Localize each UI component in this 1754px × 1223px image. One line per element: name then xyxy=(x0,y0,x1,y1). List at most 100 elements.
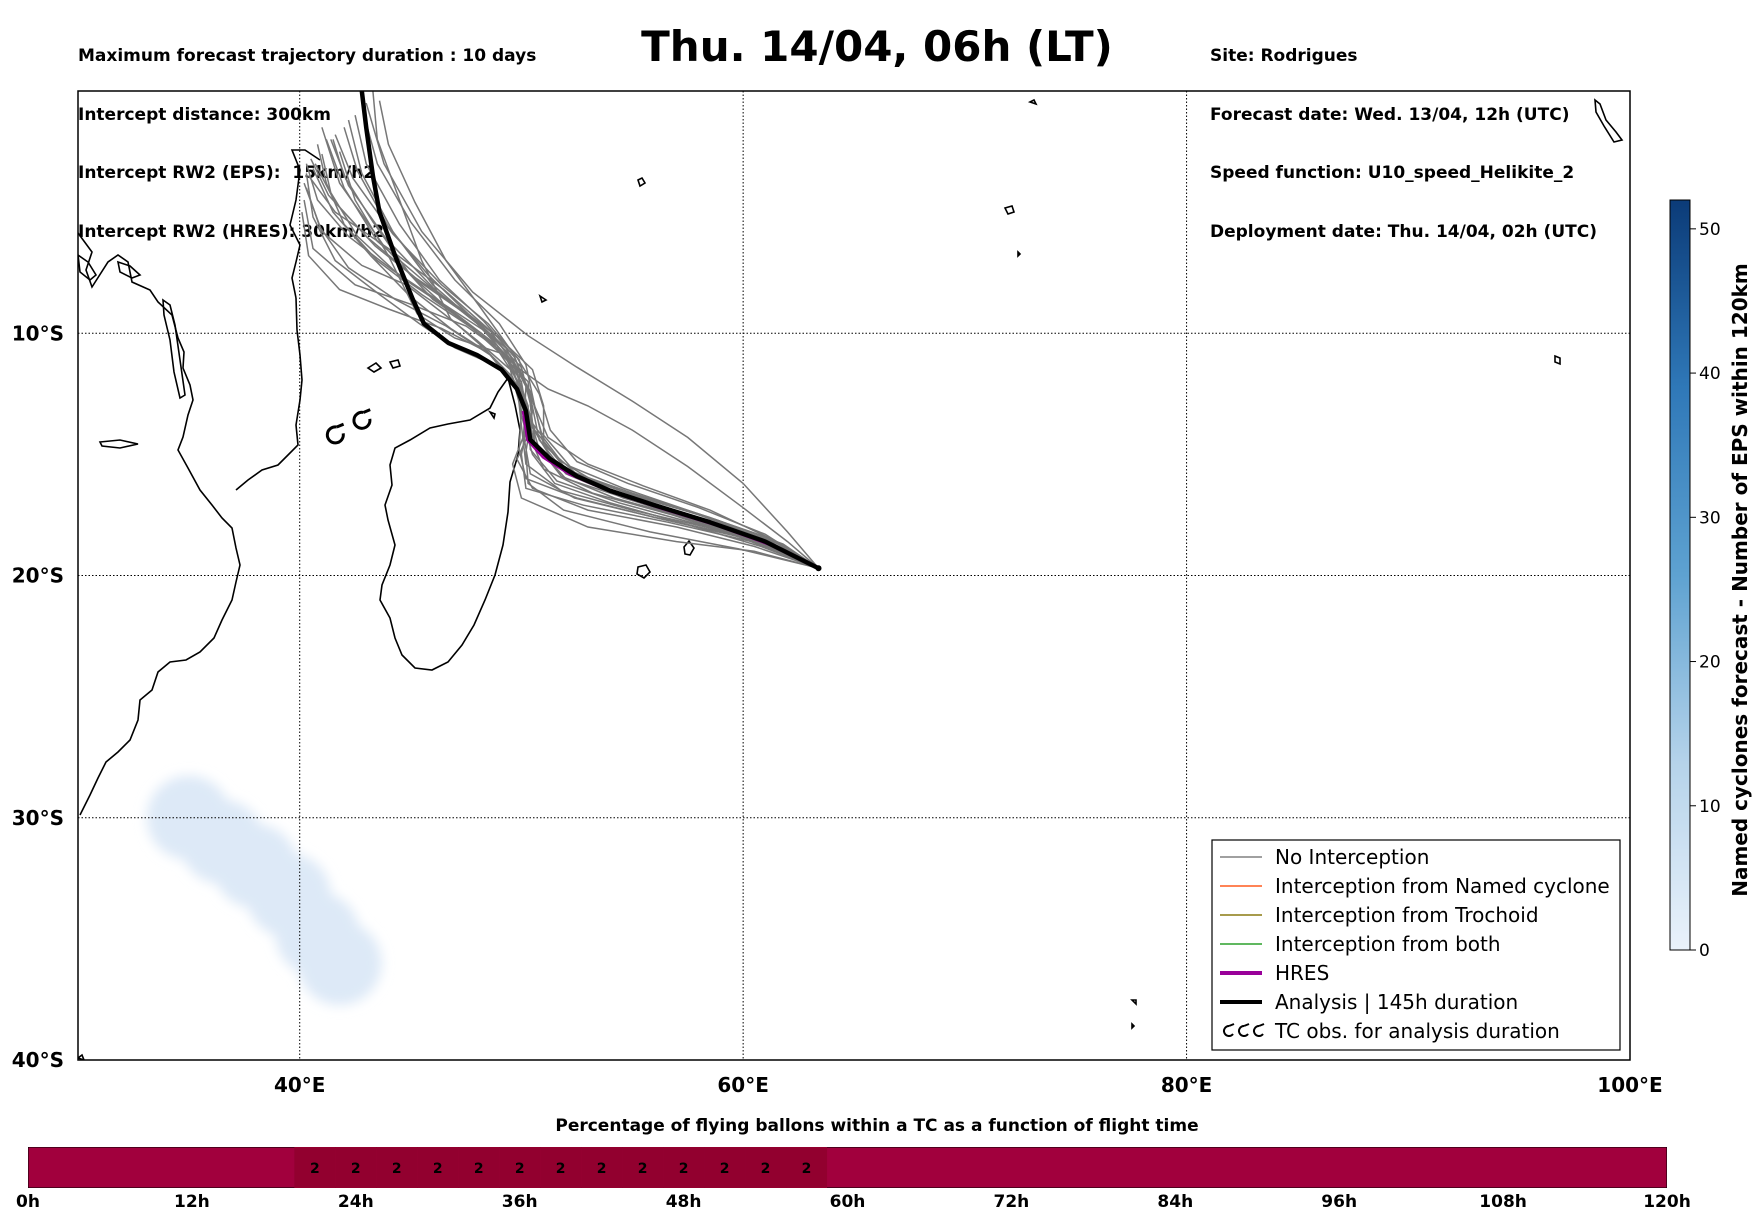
flight-bar-title: Percentage of flying ballons within a TC… xyxy=(555,1116,1199,1136)
legend-label: No Interception xyxy=(1275,845,1429,869)
legend-label: Interception from Named cyclone xyxy=(1275,874,1610,898)
flight-bar-tick-label: 96h xyxy=(1321,1192,1358,1212)
flight-bar-value: 2 xyxy=(351,1161,361,1177)
coast-lake-3 xyxy=(116,260,142,279)
flight-bar-cell xyxy=(458,1147,500,1188)
coastlines xyxy=(78,98,1624,1060)
legend-label: Analysis | 145h duration xyxy=(1275,990,1518,1014)
tc-observations xyxy=(325,408,372,445)
flight-bar-cell xyxy=(376,1147,418,1188)
header-right-line: Deployment date: Thu. 14/04, 02h (UTC) xyxy=(1210,221,1597,242)
legend-label: TC obs. for analysis duration xyxy=(1274,1019,1560,1043)
colorbar-title: Named cyclones forecast - Number of EPS … xyxy=(1728,263,1752,897)
legend-label: HRES xyxy=(1275,961,1329,985)
flight-bar-background xyxy=(28,1147,1667,1188)
coast-east-africa-upper xyxy=(289,149,321,299)
header-right-info: Site: Rodrigues Forecast date: Wed. 13/0… xyxy=(1210,8,1597,262)
colorbar-tick-label: 0 xyxy=(1699,941,1710,961)
lat-tick-label: 40°S xyxy=(12,1048,64,1072)
flight-bar-tick-label: 24h xyxy=(337,1192,374,1212)
colorbar-tick-label: 20 xyxy=(1699,653,1721,673)
lon-tick-label: 100°E xyxy=(1597,1073,1662,1097)
flight-bar-value: 2 xyxy=(474,1161,484,1177)
flight-bar-cell xyxy=(581,1147,623,1188)
coast-seychelles-1 xyxy=(637,176,647,188)
colorbar-tick-label: 50 xyxy=(1699,220,1721,240)
eps-track xyxy=(303,199,819,569)
legend-label: Interception from both xyxy=(1275,932,1501,956)
eps-track xyxy=(365,102,820,569)
colorbar-gradient xyxy=(1669,199,1691,951)
eps-track xyxy=(363,115,819,569)
eps-track xyxy=(334,134,819,569)
legend-label: Interception from Trochoid xyxy=(1275,903,1539,927)
eps-track xyxy=(378,100,819,569)
map-axis-labels: 10°S 20°S 30°S 40°S 40°E 60°E 80°E 100°E xyxy=(12,321,1663,1097)
coast-africa xyxy=(78,232,241,816)
flight-bar-value: 2 xyxy=(433,1161,443,1177)
flight-bar-tick-label: 48h xyxy=(665,1192,702,1212)
site-marker xyxy=(815,565,822,572)
flight-bar-cell xyxy=(786,1147,828,1188)
header-right-line: Speed function: U10_speed_Helikite_2 xyxy=(1210,163,1575,183)
flight-bar-cell xyxy=(540,1147,582,1188)
coast-chagos xyxy=(1017,250,1022,258)
coast-comoros-2 xyxy=(388,359,402,369)
colorbar-tick-label: 40 xyxy=(1699,364,1721,384)
coast-mauritius xyxy=(683,539,695,556)
eps-trajectories xyxy=(301,91,820,569)
eps-track xyxy=(314,163,819,569)
eps-track xyxy=(325,139,819,569)
coast-lake xyxy=(162,298,186,400)
coast-seychelles-2 xyxy=(1003,205,1016,215)
header-left-line: Maximum forecast trajectory duration : 1… xyxy=(78,46,537,66)
coast-lake-2 xyxy=(78,254,98,282)
colorbar-tick-label: 30 xyxy=(1699,508,1721,528)
flight-bar-value: 2 xyxy=(638,1161,648,1177)
legend-symbol-tc-obs xyxy=(1223,1023,1265,1037)
flight-bar-cell xyxy=(294,1147,336,1188)
coast-islet-5 xyxy=(78,1053,85,1060)
coast-islet-3 xyxy=(1130,999,1137,1006)
eps-track xyxy=(347,119,819,569)
header-left-line: Intercept RW2 (EPS): 15km/h2 xyxy=(78,163,376,183)
colorbar-tick-label: 10 xyxy=(1699,797,1721,817)
header-left-info: Maximum forecast trajectory duration : 1… xyxy=(78,8,536,262)
flight-bar-tick-label: 72h xyxy=(993,1192,1030,1212)
tc-obs-icon xyxy=(325,422,345,445)
analysis-track xyxy=(359,91,820,571)
flight-bar-value: 2 xyxy=(720,1161,730,1177)
lat-tick-label: 10°S xyxy=(12,321,64,345)
header-right-line: Forecast date: Wed. 13/04, 12h (UTC) xyxy=(1210,104,1570,125)
lon-tick-label: 40°E xyxy=(274,1073,326,1097)
flight-bar-cell xyxy=(622,1147,664,1188)
coast-reunion xyxy=(636,564,651,579)
lat-tick-label: 30°S xyxy=(12,806,64,830)
page-title: Thu. 14/04, 06h (LT) xyxy=(641,22,1113,71)
header-left-line: Intercept distance: 300km xyxy=(78,104,331,125)
flight-bar-tick-label: 120h xyxy=(1643,1192,1691,1212)
flight-bar-cell xyxy=(335,1147,377,1188)
flight-bar-tick-label: 108h xyxy=(1479,1192,1527,1212)
density-cell xyxy=(297,921,382,1006)
coast-madagascar xyxy=(379,376,521,671)
coast-islet-2 xyxy=(1594,98,1624,143)
analysis-trajectory xyxy=(359,91,822,572)
lon-tick-label: 60°E xyxy=(717,1073,769,1097)
coast-islet-7 xyxy=(538,294,548,304)
header-left-line: Intercept RW2 (HRES): 30km/h2 xyxy=(78,221,385,242)
eps-track xyxy=(343,127,819,569)
coast-islet-1 xyxy=(1027,98,1038,106)
flight-bar-cell xyxy=(417,1147,459,1188)
flight-bar-tick-label: 36h xyxy=(501,1192,538,1212)
coast-islet-6 xyxy=(487,410,496,420)
flight-bar-value: 2 xyxy=(556,1161,566,1177)
flight-bar-value: 2 xyxy=(679,1161,689,1177)
flight-bar-tick-label: 12h xyxy=(174,1192,210,1212)
flight-bar-cell xyxy=(663,1147,705,1188)
flight-bar-value: 2 xyxy=(597,1161,607,1177)
map-gridlines xyxy=(78,91,1630,1060)
coast-cocos xyxy=(1554,354,1561,366)
legend-box xyxy=(1211,839,1621,1051)
